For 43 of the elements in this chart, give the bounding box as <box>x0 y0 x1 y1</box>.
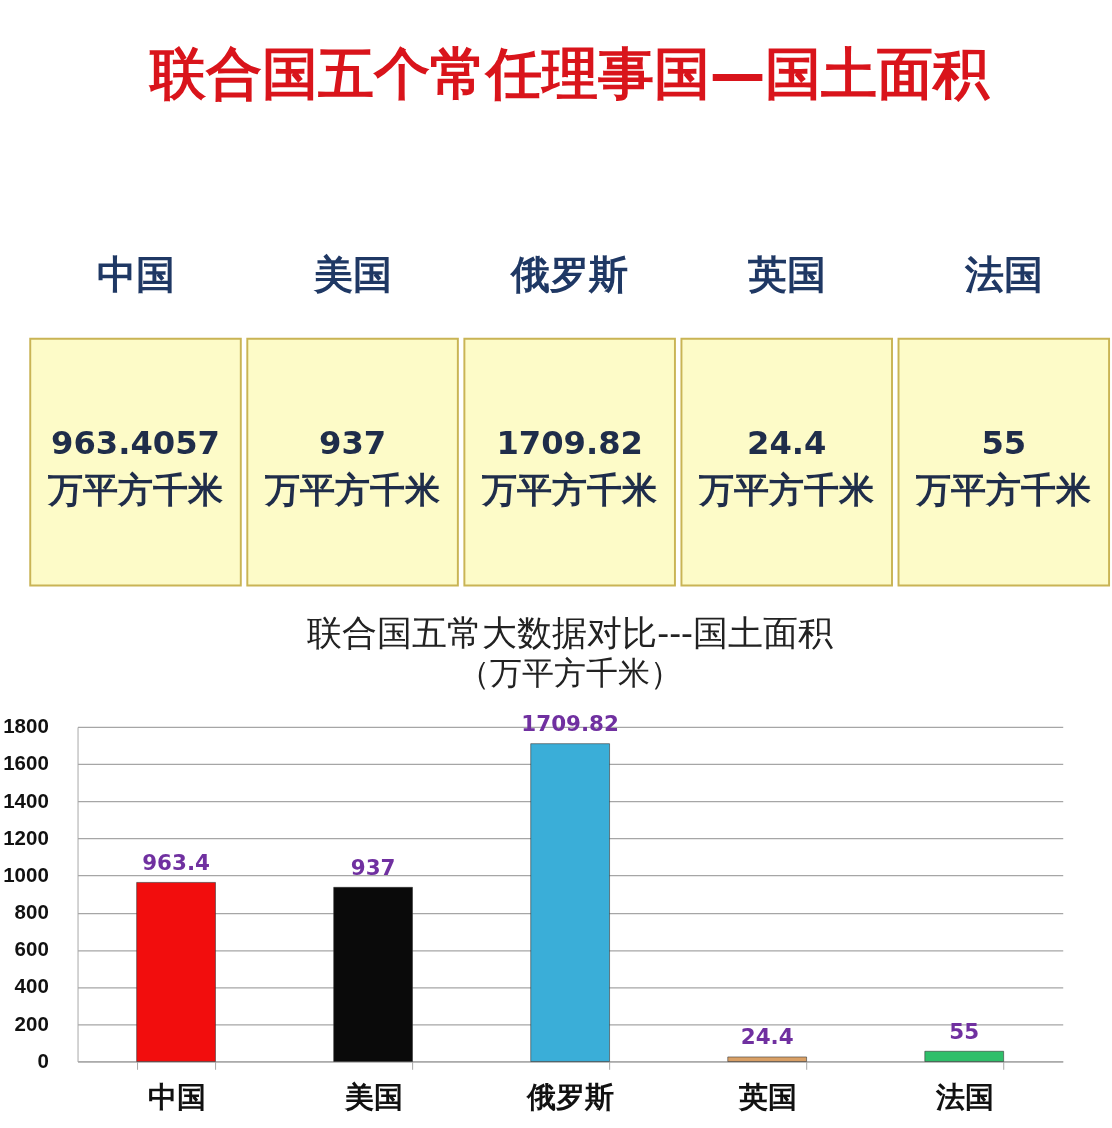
x-tick-label: 法国 <box>934 1079 994 1114</box>
bar <box>727 1056 807 1062</box>
x-tick-label: 英国 <box>737 1079 797 1114</box>
y-tick-label: 1200 <box>3 825 49 849</box>
y-tick-label: 0 <box>37 1048 49 1072</box>
category-label: 美国 <box>312 251 392 297</box>
category-label: 英国 <box>746 251 826 297</box>
data-label: 1709.82 <box>521 711 619 736</box>
y-tick-label: 1000 <box>3 862 49 886</box>
y-tick-label: 600 <box>14 937 49 961</box>
text: 联合国五个常任理事国—国土面积 <box>147 40 992 106</box>
bar <box>924 1050 1004 1062</box>
x-tick-label: 俄罗斯 <box>526 1079 615 1114</box>
text: 万平方千米 <box>47 468 224 510</box>
text: 万平方千米 <box>265 468 441 510</box>
data-label: 24.4 <box>740 1024 794 1050</box>
bar <box>333 887 413 1062</box>
text: 万平方千米 <box>482 468 658 510</box>
data-label: 24.4 <box>747 423 827 462</box>
data-label: 963.4057 <box>51 423 220 462</box>
x-tick-label: 中国 <box>147 1079 206 1114</box>
chart-subtitle: （万平方千米） <box>458 654 683 693</box>
category-label: 俄罗斯 <box>509 251 629 297</box>
bar <box>136 882 216 1062</box>
data-label: 937 <box>350 854 396 880</box>
category-label: 法国 <box>963 251 1043 297</box>
text: 万平方千米 <box>916 468 1092 510</box>
y-tick-label: 1400 <box>3 788 49 812</box>
data-label: 55 <box>981 423 1027 462</box>
data-label: 55 <box>949 1018 980 1044</box>
data-label: 937 <box>319 423 387 462</box>
category-label: 中国 <box>96 251 175 297</box>
chart-title: 联合国五常大数据对比---国土面积 <box>307 612 833 654</box>
text: 万平方千米 <box>699 468 875 510</box>
bar <box>530 743 610 1062</box>
data-label: 1709.82 <box>496 423 643 462</box>
y-tick-label: 1600 <box>3 751 49 775</box>
data-label: 963.4 <box>142 849 210 875</box>
y-tick-label: 200 <box>14 1011 49 1035</box>
y-tick-label: 400 <box>14 974 49 998</box>
y-tick-label: 1800 <box>3 714 49 738</box>
y-tick-label: 800 <box>14 900 49 924</box>
x-tick-label: 美国 <box>343 1079 403 1114</box>
